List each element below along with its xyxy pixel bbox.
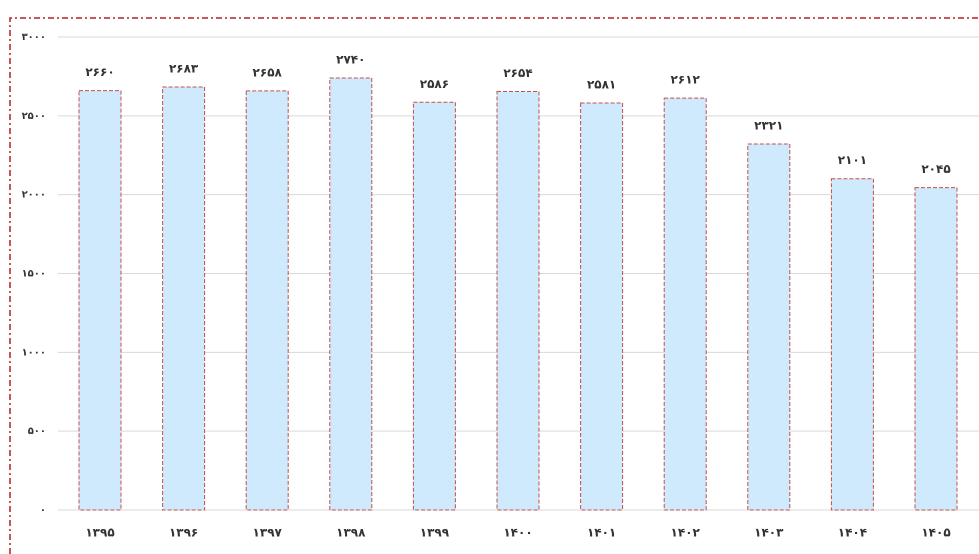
bar <box>663 97 707 511</box>
bar <box>830 178 874 511</box>
y-tick-label: ۱۵۰۰ <box>22 269 46 280</box>
x-tick-label: ۱۳۹۸ <box>336 526 366 540</box>
x-tick-label: ۱۳۹۹ <box>420 526 450 540</box>
value-label: ۲۶۵۴ <box>503 66 532 80</box>
x-tick-label: ۱۴۰۴ <box>838 526 867 540</box>
x-tick-label: ۱۴۰۰ <box>503 526 532 540</box>
value-label: ۲۰۴۵ <box>921 162 950 176</box>
x-tick-label: ۱۴۰۵ <box>921 526 950 540</box>
y-tick-label: ۰ <box>40 505 46 516</box>
bar <box>914 187 958 511</box>
value-label: ۲۵۸۱ <box>587 78 616 92</box>
bar <box>747 143 791 511</box>
y-tick-label: ۵۰۰ <box>28 426 46 437</box>
bar <box>329 77 373 511</box>
y-tick-label: ۲۰۰۰ <box>22 190 46 201</box>
value-label: ۲۶۶۰ <box>85 65 114 79</box>
frame <box>9 17 979 554</box>
bar <box>162 86 206 511</box>
bar <box>496 91 540 511</box>
value-label: ۲۶۵۸ <box>253 65 283 79</box>
x-tick-label: ۱۳۹۶ <box>169 526 198 540</box>
value-label: ۲۳۲۱ <box>754 119 783 133</box>
y-tick-label: ۲۵۰۰ <box>22 111 46 122</box>
bar <box>78 90 122 511</box>
x-tick-label: ۱۳۹۷ <box>253 526 283 540</box>
x-tick-label: ۱۴۰۱ <box>587 526 616 540</box>
x-tick-label: ۱۴۰۳ <box>754 526 784 540</box>
y-tick-label: ۳۰۰۰ <box>22 32 46 43</box>
bar <box>580 102 624 511</box>
bar <box>412 101 456 511</box>
x-tick-label: ۱۳۹۵ <box>85 526 114 540</box>
x-tick-label: ۱۴۰۲ <box>671 526 701 540</box>
y-tick-label: ۱۰۰۰ <box>22 347 46 358</box>
value-label: ۲۵۸۶ <box>420 77 449 91</box>
value-label: ۲۱۰۱ <box>838 153 867 167</box>
value-label: ۲۶۱۲ <box>671 73 701 87</box>
bar <box>245 90 289 511</box>
value-label: ۲۷۴۰ <box>336 52 365 66</box>
value-label: ۲۶۸۳ <box>169 61 199 75</box>
